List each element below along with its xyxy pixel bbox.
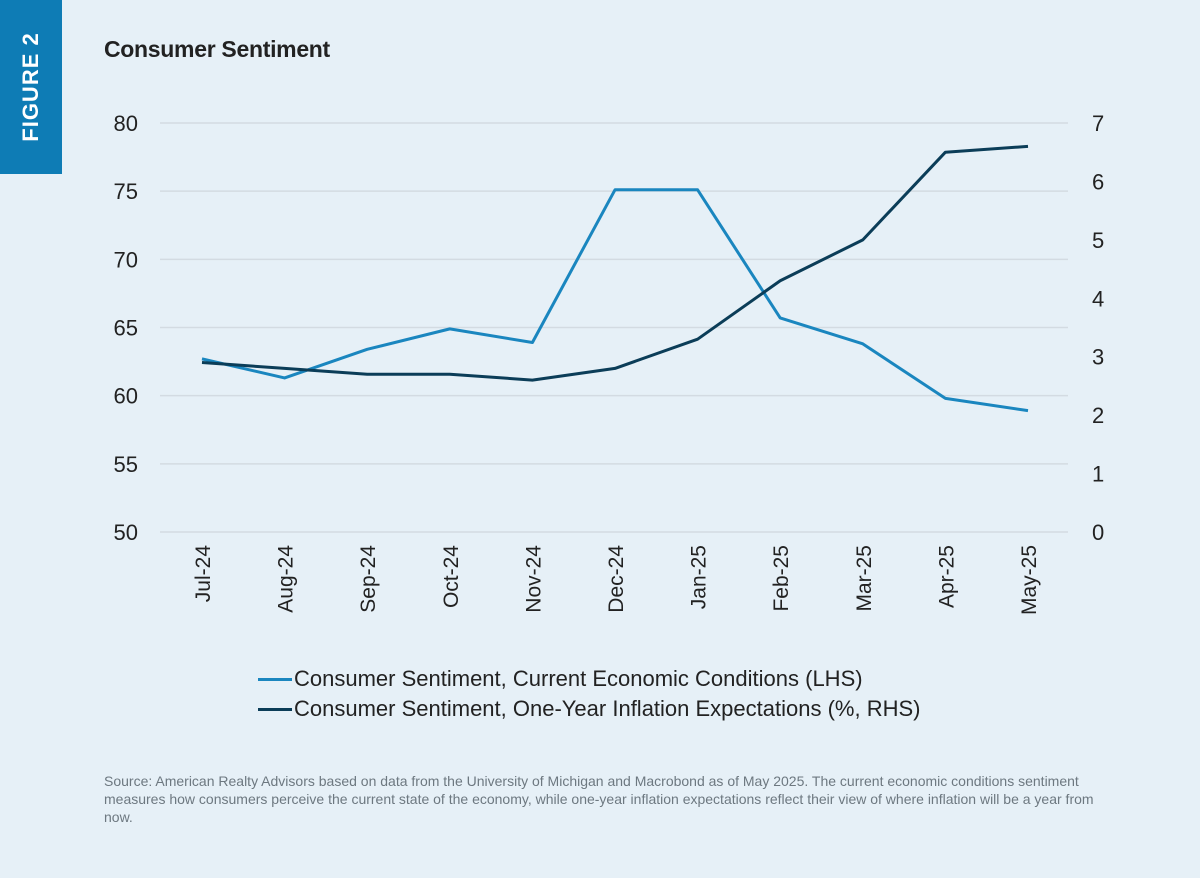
right-axis-tick-label: 1 [1092,462,1104,487]
left-axis-tick-label: 65 [114,316,138,341]
x-axis-tick-label: Nov-24 [522,545,545,613]
x-axis-tick-label: Feb-25 [770,545,793,612]
right-axis-tick-label: 5 [1092,228,1104,253]
series-line-1 [201,144,1029,382]
legend-item-inflation-expectations: Consumer Sentiment, One-Year Inflation E… [258,694,920,724]
x-axis-tick-label: Jul-24 [192,545,215,603]
legend-item-current-conditions: Consumer Sentiment, Current Economic Con… [258,664,920,694]
right-axis-tick-label: 3 [1092,345,1104,370]
line-chart: 50 55 60 65 70 75 80 0 1 2 3 4 5 6 7 Jul-24 Aug-24 Sep-24… [114,111,1105,615]
figure-label-tab: FIGURE 2 [0,0,62,174]
x-axis-tick-label: Apr-25 [935,545,958,608]
x-axis-tick-label: Jan-25 [688,545,711,609]
legend-label: Consumer Sentiment, Current Economic Con… [294,666,863,691]
left-axis-tick-label: 70 [114,247,138,272]
left-axis-tick-label: 60 [114,384,138,409]
legend-swatch [258,677,292,681]
legend-swatch [258,707,292,711]
right-axis-tick-label: 7 [1092,111,1104,136]
left-axis-tick-label: 80 [114,111,138,136]
right-axis-tick-label: 2 [1092,403,1104,428]
x-axis-tick-label: Dec-24 [605,545,628,613]
series-line-0 [201,188,1029,413]
left-axis-tick-label: 50 [114,520,138,545]
left-axis-tick-label: 55 [114,452,138,477]
x-axis-tick-label: Aug-24 [275,545,298,613]
source-note: Source: American Realty Advisors based o… [104,773,1094,825]
x-axis-tick-label: Mar-25 [853,545,876,612]
right-axis-tick-label: 6 [1092,169,1104,194]
x-axis-tick-label: May-25 [1018,545,1041,615]
right-axis-tick-label: 4 [1092,286,1104,311]
legend: Consumer Sentiment, Current Economic Con… [258,664,920,724]
right-axis-tick-label: 0 [1092,520,1104,545]
left-axis-tick-label: 75 [114,179,138,204]
chart-title: Consumer Sentiment [104,36,330,62]
legend-label: Consumer Sentiment, One-Year Inflation E… [294,696,921,721]
x-axis-tick-label: Sep-24 [357,545,380,613]
x-axis-tick-label: Oct-24 [440,545,463,608]
